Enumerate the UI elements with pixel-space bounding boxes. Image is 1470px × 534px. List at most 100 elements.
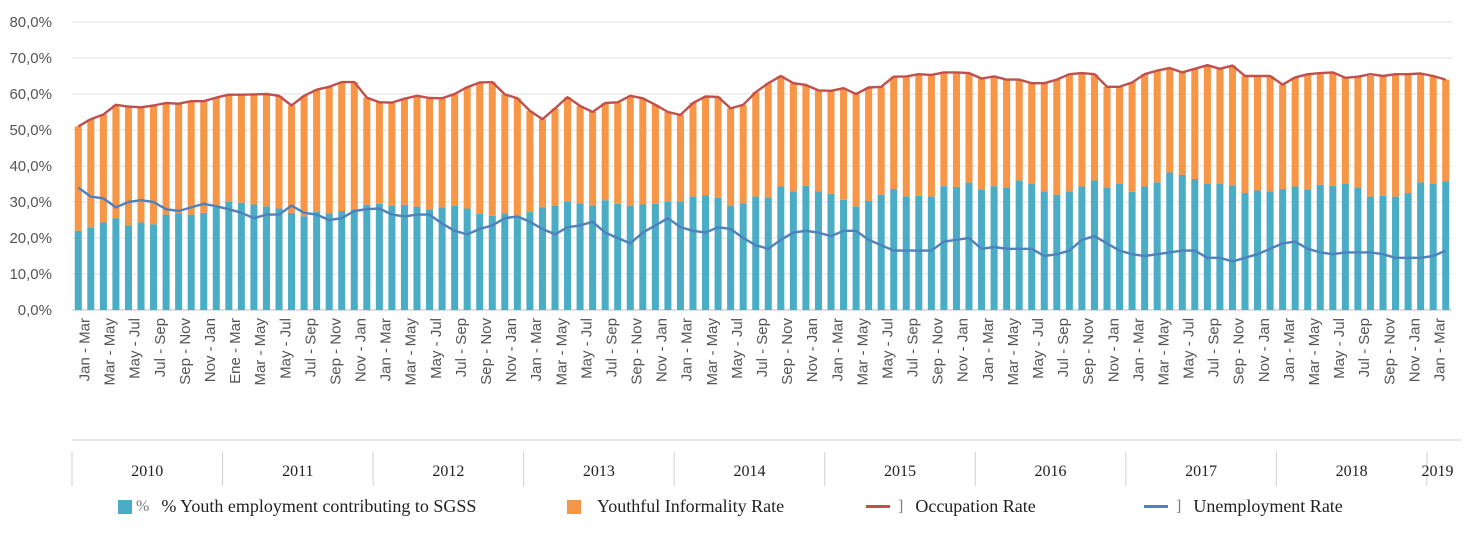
bar-youth-employment bbox=[451, 205, 459, 310]
bar-informality bbox=[363, 97, 371, 205]
x-tick-label: Jan - Mar bbox=[528, 318, 545, 381]
x-tick-label: Jul - Sep bbox=[1356, 318, 1373, 377]
x-tick-label: Mar - May bbox=[553, 318, 570, 386]
bar-informality bbox=[1065, 74, 1073, 192]
x-tick-label: Nov - Jan bbox=[353, 318, 370, 382]
bar-youth-employment bbox=[313, 212, 321, 310]
x-tick-label: Mar - May bbox=[1005, 317, 1022, 385]
legend-label: Unemployment Rate bbox=[1193, 496, 1343, 516]
bar-youth-employment bbox=[789, 191, 797, 310]
legend-label: Occupation Rate bbox=[915, 496, 1036, 516]
bar-informality bbox=[313, 89, 321, 213]
x-tick-label: Sep - Nov bbox=[478, 318, 495, 385]
bar-informality bbox=[175, 103, 183, 214]
x-tick-label: Jan - Mar bbox=[77, 318, 94, 381]
bar-informality bbox=[74, 126, 82, 231]
year-label: 2016 bbox=[1035, 463, 1067, 480]
legend-glyph: ] bbox=[1176, 497, 1182, 515]
bar-youth-employment bbox=[476, 213, 484, 310]
bar-youth-employment bbox=[1379, 195, 1387, 310]
legend-item-informality: Youthful Informality Rate bbox=[567, 496, 784, 517]
bar-informality bbox=[814, 90, 822, 192]
line-unemployment-rate bbox=[77, 186, 1447, 263]
bar-informality bbox=[124, 106, 132, 226]
x-tick-label: Nov - Jan bbox=[1256, 318, 1273, 382]
bar-informality bbox=[1404, 74, 1412, 193]
bar-youth-employment bbox=[87, 227, 95, 310]
bar-youth-employment bbox=[1341, 184, 1349, 310]
bar-youth-employment bbox=[727, 205, 735, 310]
bar-informality bbox=[137, 107, 145, 223]
bar-youth-employment bbox=[1329, 185, 1337, 310]
bar-informality bbox=[187, 101, 195, 215]
x-tick-label: Sep - Nov bbox=[1231, 317, 1248, 384]
bar-informality bbox=[789, 83, 797, 192]
x-tick-label: Sep - Nov bbox=[1381, 318, 1398, 385]
year-label: 2019 bbox=[1421, 463, 1453, 480]
bar-youth-employment bbox=[200, 212, 208, 310]
bar-informality bbox=[890, 76, 898, 190]
bar-youth-employment bbox=[99, 222, 107, 310]
bar-informality bbox=[150, 105, 158, 225]
bar-youth-employment bbox=[1166, 172, 1174, 310]
bar-youth-employment bbox=[463, 208, 471, 310]
bar-youth-employment bbox=[137, 222, 145, 310]
bar-youth-employment bbox=[827, 193, 835, 310]
bar-informality bbox=[1040, 83, 1048, 192]
bar-informality bbox=[739, 104, 747, 204]
bar-youth-employment bbox=[576, 203, 584, 310]
bar-informality bbox=[1279, 84, 1287, 190]
bar-informality bbox=[676, 114, 684, 202]
x-tick-label: Mar - May bbox=[102, 317, 119, 385]
x-tick-label: Jan - Mar bbox=[679, 318, 696, 381]
year-labels: 2010 2011 2012 2013 2014 2015 2016 2017 2018 2019 bbox=[71, 439, 1462, 486]
bar-informality bbox=[965, 73, 973, 183]
year-label: 2017 bbox=[1185, 463, 1217, 480]
bar-informality bbox=[752, 92, 760, 197]
bar-informality bbox=[1028, 83, 1036, 184]
bar-informality bbox=[1392, 74, 1400, 197]
bar-informality bbox=[840, 88, 848, 200]
bar-informality bbox=[225, 94, 233, 202]
bar-youth-employment bbox=[74, 230, 82, 310]
x-tick-label: Jan - Mar bbox=[980, 318, 997, 381]
x-tick-label: Sep - Nov bbox=[629, 317, 646, 384]
bar-youth-employment bbox=[1015, 180, 1023, 310]
x-tick-label: Jul - Sep bbox=[754, 318, 771, 377]
bar-youth-employment bbox=[1153, 182, 1161, 310]
x-tick-label: May - Jul bbox=[1181, 318, 1198, 379]
bar-informality bbox=[388, 102, 396, 206]
bar-informality bbox=[1216, 68, 1224, 184]
bar-informality bbox=[877, 86, 885, 195]
bar-youth-employment bbox=[426, 209, 434, 310]
bar-youth-employment bbox=[150, 224, 158, 310]
legend-swatch-youth-employment bbox=[118, 499, 132, 514]
stacked-bars bbox=[74, 65, 1450, 310]
line-occupation-rate bbox=[77, 63, 1447, 128]
bar-youth-employment bbox=[852, 206, 860, 310]
bar-youth-employment bbox=[1354, 187, 1362, 310]
y-tick-label: 30,0% bbox=[9, 194, 52, 211]
bar-youth-employment bbox=[601, 200, 609, 310]
bar-informality bbox=[375, 102, 383, 204]
bar-youth-employment bbox=[1228, 185, 1236, 310]
legend-swatch-occupation bbox=[866, 505, 890, 508]
bar-informality bbox=[288, 105, 296, 213]
bar-youth-employment bbox=[1040, 191, 1048, 310]
x-tick-label: Nov - Jan bbox=[804, 318, 821, 382]
bar-youth-employment bbox=[676, 201, 684, 310]
bar-youth-employment bbox=[501, 213, 509, 310]
bar-informality bbox=[451, 94, 459, 206]
bar-informality bbox=[1354, 76, 1362, 188]
bar-youth-employment bbox=[1191, 178, 1199, 310]
bar-youth-employment bbox=[1442, 181, 1450, 310]
bar-youth-employment bbox=[639, 204, 647, 310]
bar-youth-employment bbox=[1279, 189, 1287, 310]
bar-youth-employment bbox=[1141, 186, 1149, 310]
bar-youth-employment bbox=[1078, 186, 1086, 310]
x-tick-label: Jul - Sep bbox=[152, 318, 169, 377]
bar-informality bbox=[538, 119, 546, 208]
x-tick-label: Sep - Nov bbox=[930, 317, 947, 384]
bar-youth-employment bbox=[814, 191, 822, 310]
bar-informality bbox=[626, 95, 634, 206]
